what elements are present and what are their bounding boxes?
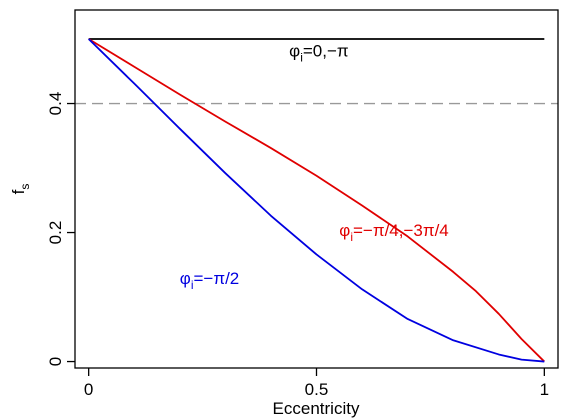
x-axis-label: Eccentricity <box>273 399 360 418</box>
series-annotation-1: φi=−π/4,−3π/4 <box>339 221 448 244</box>
y-axis-label-sub: s <box>18 184 32 190</box>
y-tick-label-0: 0 <box>46 357 65 366</box>
y-axis: 0 0.2 0.4 <box>46 92 75 366</box>
x-tick-label-0: 0 <box>84 380 93 399</box>
x-axis: 0 0.5 1 <box>84 368 549 399</box>
series-lines <box>88 38 545 363</box>
x-tick-label-1: 0.5 <box>305 380 329 399</box>
y-axis-label-main: f <box>9 189 28 194</box>
plot-frame <box>74 9 559 369</box>
series-annotation-2: φi=−π/2 <box>180 269 239 292</box>
series-annotation-0: φi=0,−π <box>289 41 348 64</box>
x-tick-label-2: 1 <box>540 380 549 399</box>
y-tick-label-1: 0.2 <box>46 221 65 245</box>
y-axis-label: fs <box>9 184 32 195</box>
series-line-2 <box>88 38 545 363</box>
y-tick-label-2: 0.4 <box>46 92 65 116</box>
series-line-1 <box>88 38 545 363</box>
annotations: φi=0,−π φi=−π/4,−3π/4 φi=−π/2 <box>180 41 449 292</box>
